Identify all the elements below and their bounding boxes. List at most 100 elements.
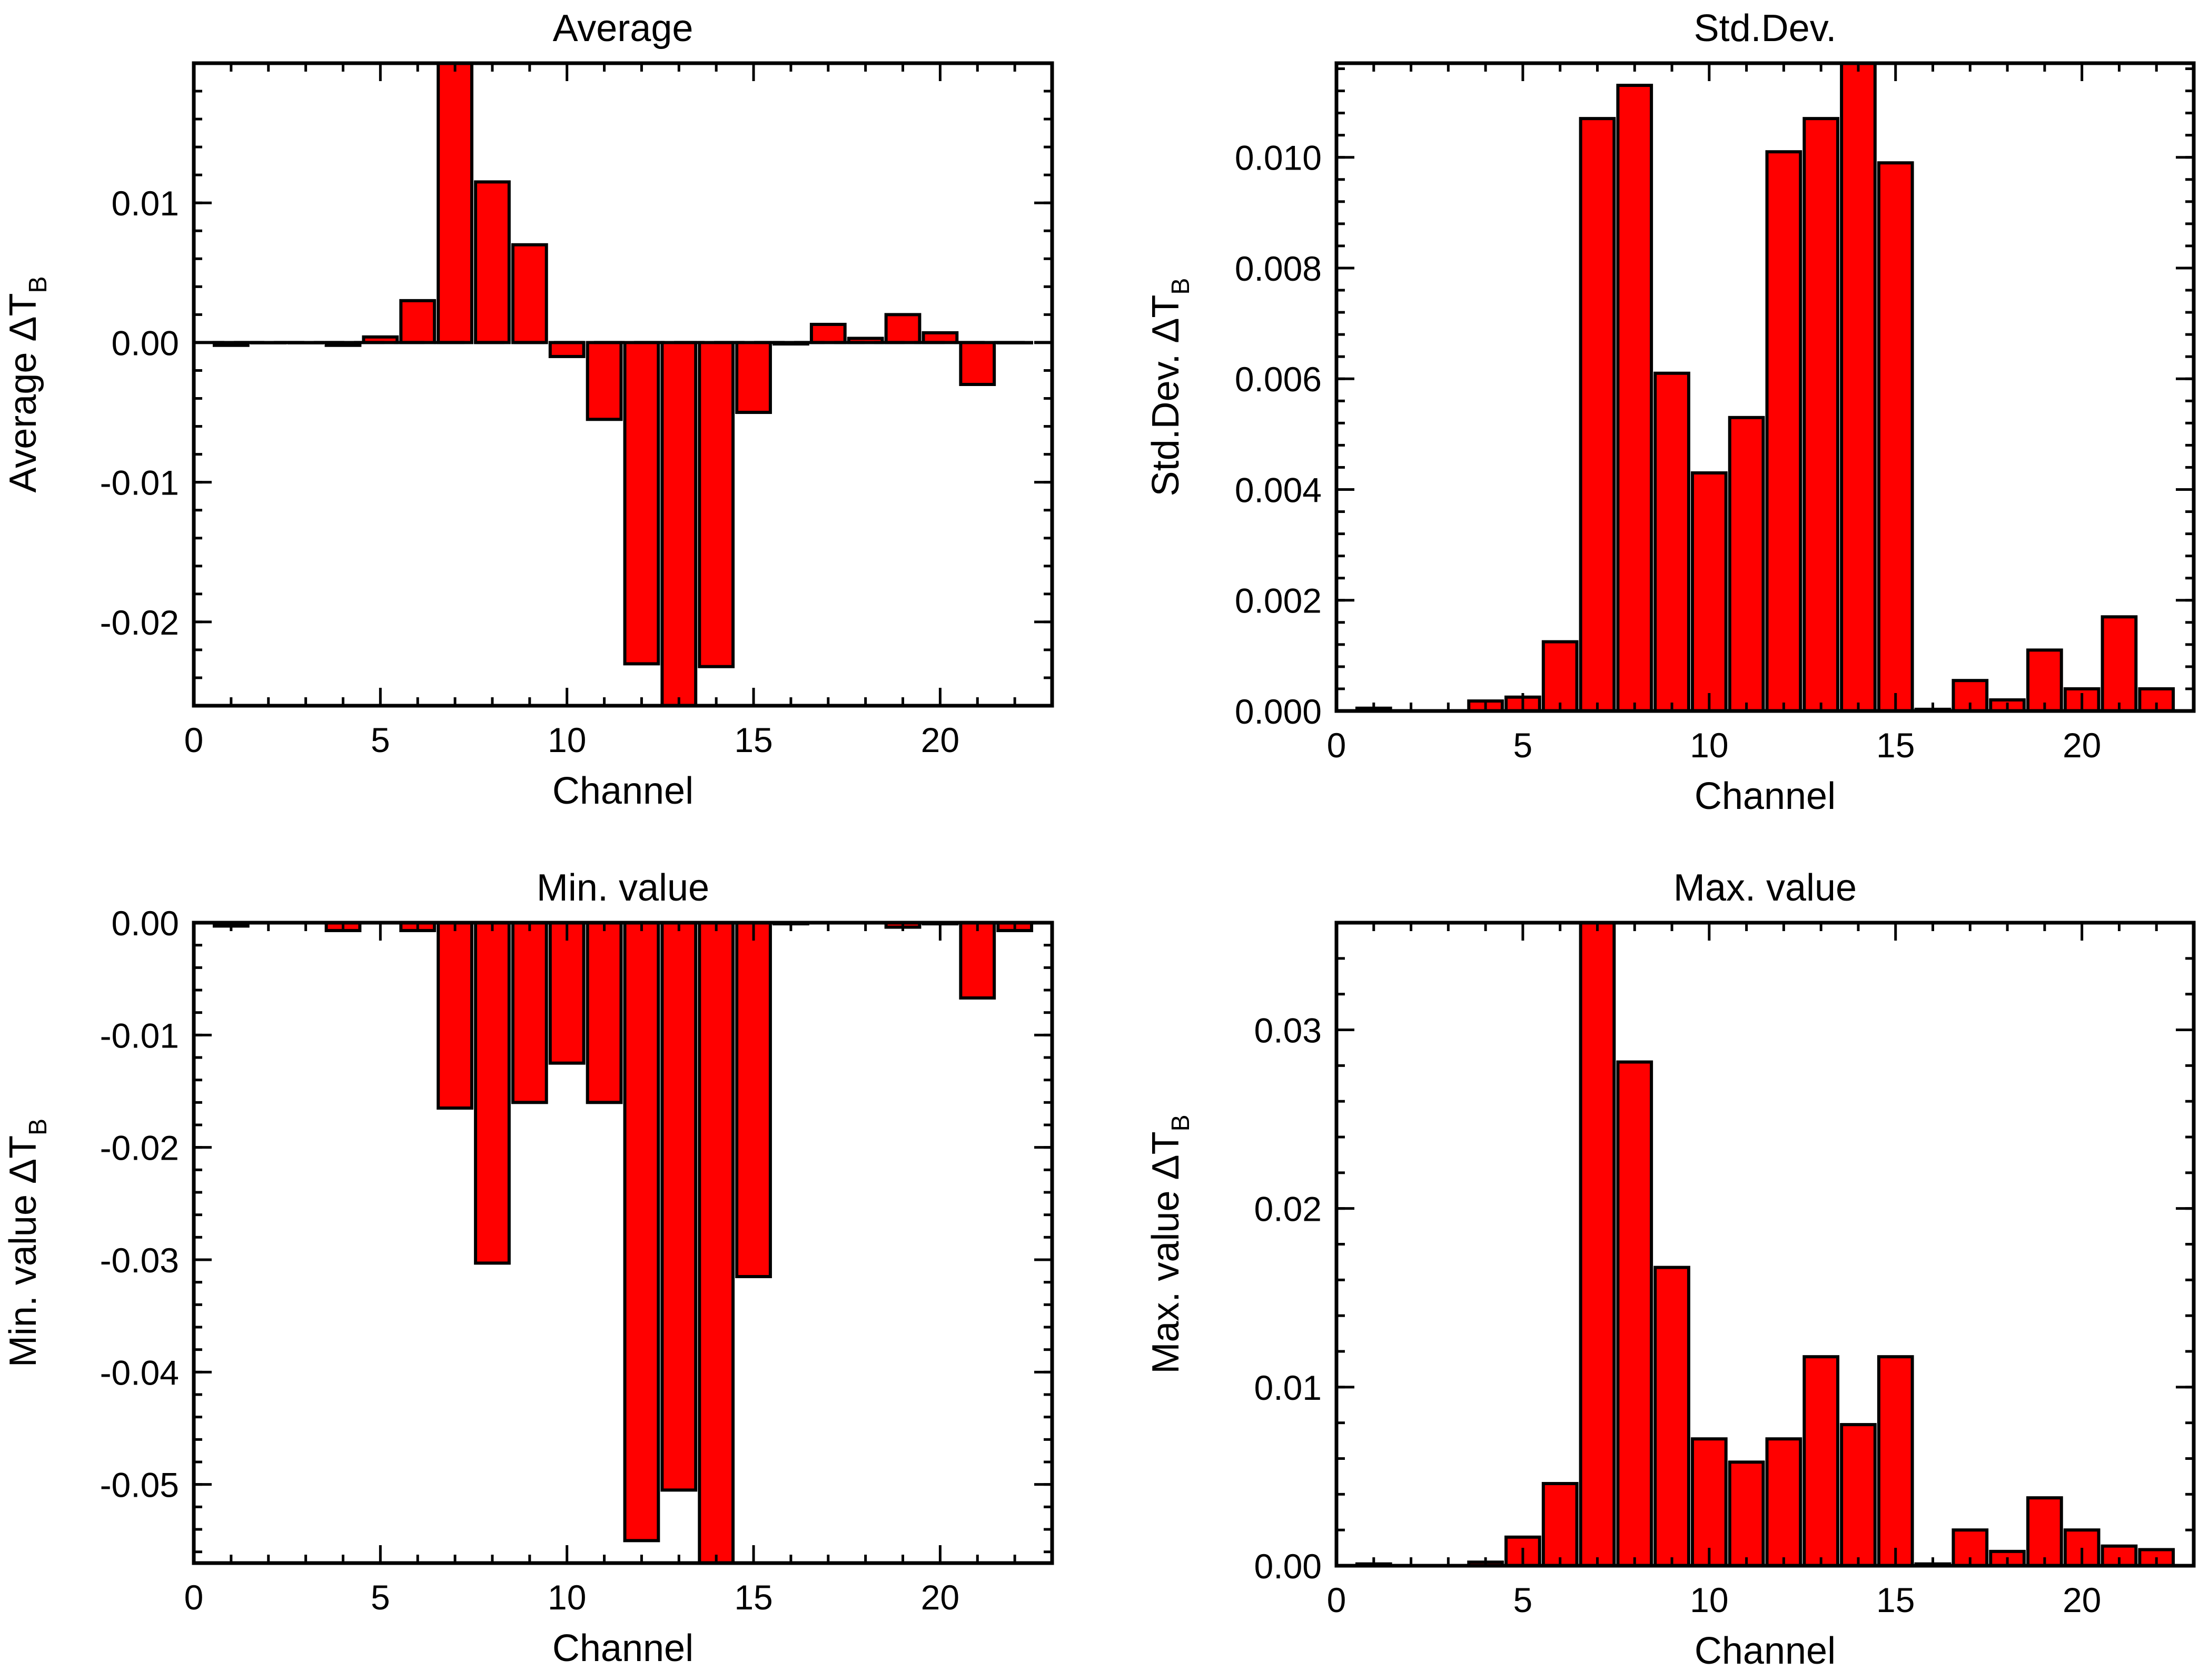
x-tick-label: 0 [1327, 1580, 1346, 1619]
y-tick-label: 0.010 [1235, 139, 1322, 177]
y-tick-label: 0.03 [1254, 1011, 1322, 1050]
bar-channel-17 [809, 322, 847, 344]
y-tick-label: 0.00 [112, 323, 179, 362]
bar-channel-14 [1840, 62, 1877, 713]
chart-title: Max. value [1673, 867, 1857, 909]
bar-channel-10 [548, 921, 586, 1065]
y-axis-label-subscript: B [24, 276, 52, 293]
x-tick-label: 15 [734, 720, 772, 759]
bar-channel-8 [474, 180, 511, 344]
bar-channel-8 [474, 921, 511, 1265]
bar-channel-6 [399, 299, 437, 344]
y-axis-label-subscript: B [1167, 278, 1195, 295]
bar-channel-10 [548, 341, 586, 358]
x-tick-label: 5 [1513, 1580, 1533, 1619]
x-tick-label: 10 [1690, 726, 1728, 765]
y-axis-label: Min. value ΔTB [2, 1119, 52, 1367]
x-tick-label: 5 [371, 720, 390, 759]
bar-channel-15 [1877, 161, 1914, 713]
y-tick-label: 0.000 [1235, 692, 1322, 731]
chart-title: Min. value [537, 867, 709, 909]
y-tick-label: -0.02 [100, 603, 179, 642]
bar-channel-21 [959, 921, 996, 1000]
bar-channel-11 [586, 341, 623, 421]
bar-channel-7 [1579, 921, 1616, 1567]
y-axis-label: Std.Dev. ΔTB [1145, 278, 1195, 497]
bar-channel-12 [1765, 150, 1802, 713]
bar-channel-7 [1579, 117, 1616, 713]
x-tick-label: 15 [734, 1578, 772, 1617]
x-axis-label: Channel [1695, 775, 1836, 817]
panel-min-value: 0 5 10 15 20 -0.05 -0.04 -0.03 -0.02 -0.01 0.00 Min… [2, 867, 1054, 1669]
bar-channel-12 [623, 341, 660, 666]
y-axis-label-text: Std.Dev. ΔT [1145, 295, 1187, 497]
y-tick-label: -0.04 [100, 1353, 179, 1392]
bar-channel-11 [1728, 416, 1765, 713]
bar-channel-15 [735, 341, 772, 414]
x-axis-label: Channel [1695, 1630, 1836, 1672]
bar-channel-14 [698, 921, 735, 1565]
plot-frame [1334, 61, 2196, 713]
y-tick-label: 0.008 [1235, 249, 1322, 288]
bar-channel-8 [1616, 84, 1653, 713]
bar-channel-13 [660, 341, 698, 707]
bar-channel-15 [735, 921, 772, 1278]
x-tick-label: 5 [371, 1578, 390, 1617]
bar-channel-6 [1541, 640, 1579, 713]
y-tick-label: 0.004 [1235, 470, 1322, 509]
chart-title: Std.Dev. [1694, 7, 1837, 50]
y-axis-label-text: Average ΔT [2, 293, 44, 493]
y-tick-label: 0.00 [112, 904, 179, 943]
bar-channel-7 [437, 62, 473, 344]
y-axis-label-subscript: B [24, 1119, 52, 1135]
x-tick-label: 20 [2063, 1580, 2101, 1619]
y-tick-label: -0.01 [100, 463, 179, 502]
bar-channel-9 [1653, 1266, 1690, 1567]
bar-channel-9 [511, 243, 548, 344]
y-tick-label: -0.03 [100, 1241, 179, 1280]
chart-title: Average [553, 7, 694, 50]
bar-channel-10 [1690, 1437, 1728, 1567]
x-tick-label: 15 [1876, 1580, 1915, 1619]
bar-channel-19 [2026, 1496, 2063, 1568]
bar-channel-18 [847, 337, 884, 344]
bar-channel-13 [660, 921, 698, 1492]
panel-average: 0 5 10 15 20 -0.02 -0.01 0.00 0.01 Average Channel… [2, 7, 1054, 812]
x-tick-label: 0 [184, 1578, 204, 1617]
x-tick-label: 5 [1513, 726, 1533, 765]
x-tick-label: 0 [184, 720, 204, 759]
panel-stddev: 0 5 10 15 20 0.000 0.002 0.004 0.006 0.008 0.010 St… [1145, 7, 2196, 817]
plot-frame [192, 61, 1054, 708]
y-tick-label: 0.002 [1235, 581, 1322, 620]
bar-channel-19 [2026, 648, 2063, 713]
bar-channel-6 [1541, 1481, 1579, 1568]
y-tick-label: 0.01 [112, 184, 179, 223]
x-tick-label: 10 [1690, 1580, 1728, 1619]
y-axis-label: Max. value ΔTB [1145, 1114, 1195, 1373]
bar-channel-19 [884, 313, 922, 344]
bar-channel-7 [437, 921, 473, 1110]
y-tick-label: 0.02 [1254, 1190, 1322, 1229]
y-tick-label: -0.05 [100, 1466, 179, 1505]
x-tick-label: 20 [2063, 726, 2101, 765]
bar-channel-10 [1690, 471, 1728, 713]
plot-frame [1334, 921, 2196, 1568]
bar-channel-9 [1653, 371, 1690, 713]
bar-channel-11 [586, 921, 623, 1104]
y-axis-label-text: Max. value ΔT [1145, 1131, 1187, 1373]
x-tick-label: 20 [921, 720, 959, 759]
y-tick-label: -0.01 [100, 1016, 179, 1055]
bar-channel-21 [959, 341, 996, 386]
y-tick-label: 0.006 [1235, 360, 1322, 399]
bar-channel-13 [1802, 117, 1840, 713]
y-tick-label: -0.02 [100, 1129, 179, 1168]
bar-channel-9 [511, 921, 548, 1104]
y-axis-label: Average ΔTB [2, 276, 52, 493]
y-tick-label: 0.00 [1254, 1547, 1322, 1586]
x-axis-label: Channel [552, 770, 694, 812]
y-axis-label-subscript: B [1167, 1114, 1195, 1131]
bar-channel-15 [1877, 1355, 1914, 1568]
x-tick-label: 10 [548, 720, 586, 759]
x-tick-label: 15 [1876, 726, 1915, 765]
